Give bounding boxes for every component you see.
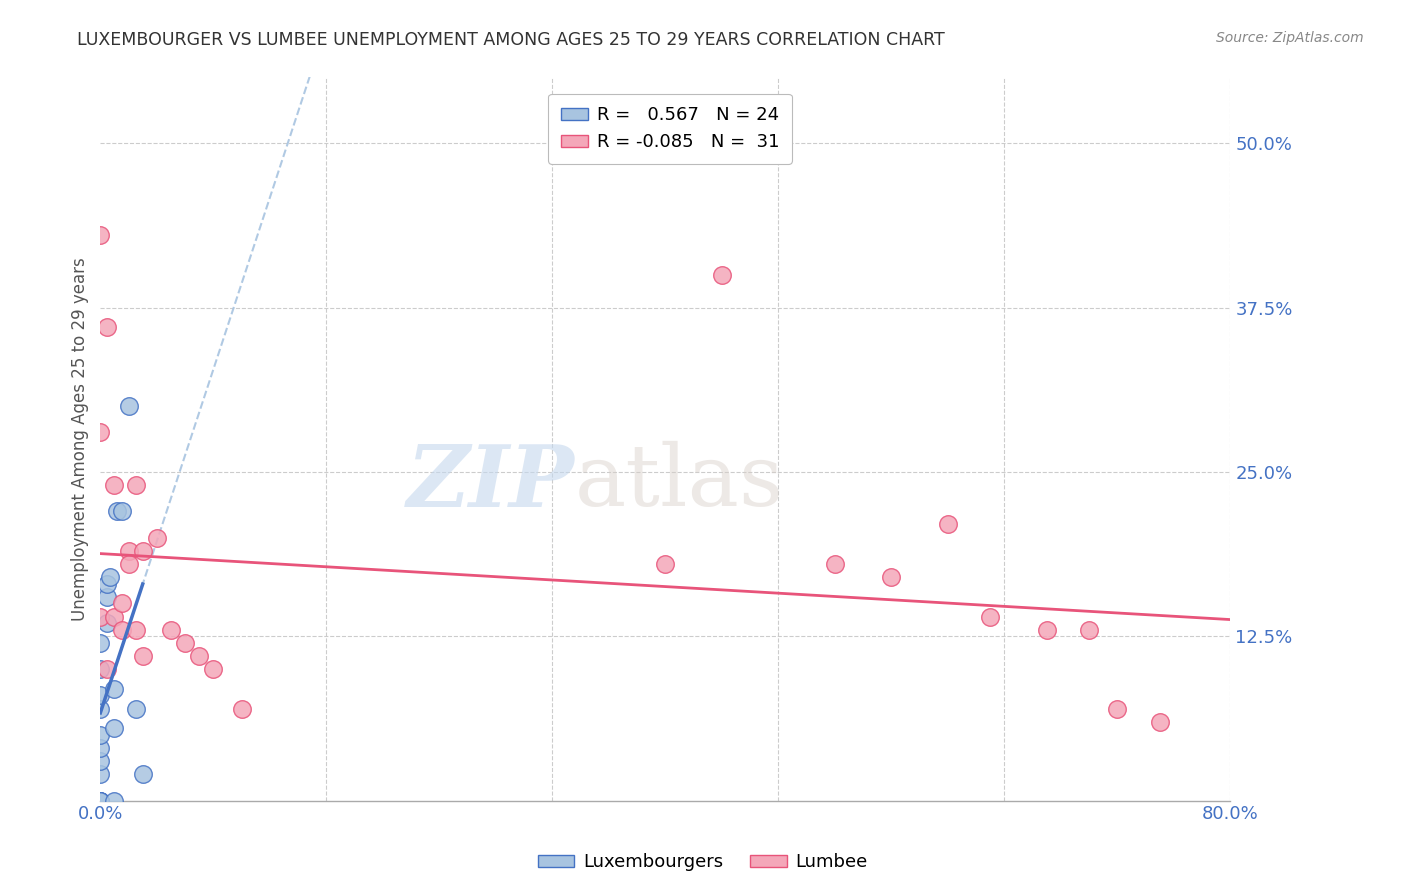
Point <box>105 504 128 518</box>
Point <box>96 662 118 676</box>
Point <box>1078 623 1101 637</box>
Point <box>103 609 125 624</box>
Point <box>880 570 903 584</box>
Point <box>231 701 253 715</box>
Point <box>89 741 111 756</box>
Point <box>1149 714 1171 729</box>
Point <box>824 557 846 571</box>
Point <box>110 504 132 518</box>
Point <box>89 728 111 742</box>
Text: Source: ZipAtlas.com: Source: ZipAtlas.com <box>1216 31 1364 45</box>
Point <box>117 557 139 571</box>
Point <box>132 767 155 781</box>
Point <box>124 478 146 492</box>
Legend: Luxembourgers, Lumbee: Luxembourgers, Lumbee <box>531 847 875 879</box>
Y-axis label: Unemployment Among Ages 25 to 29 years: Unemployment Among Ages 25 to 29 years <box>72 257 89 621</box>
Point <box>174 636 197 650</box>
Point <box>89 662 111 676</box>
Point <box>654 557 676 571</box>
Legend: R =   0.567   N = 24, R = -0.085   N =  31: R = 0.567 N = 24, R = -0.085 N = 31 <box>548 94 792 164</box>
Point <box>110 623 132 637</box>
Point <box>160 623 183 637</box>
Point <box>89 636 111 650</box>
Point <box>979 609 1001 624</box>
Text: LUXEMBOURGER VS LUMBEE UNEMPLOYMENT AMONG AGES 25 TO 29 YEARS CORRELATION CHART: LUXEMBOURGER VS LUMBEE UNEMPLOYMENT AMON… <box>77 31 945 49</box>
Point <box>146 531 169 545</box>
Point <box>710 268 733 282</box>
Point <box>117 399 139 413</box>
Point <box>89 701 111 715</box>
Point <box>1035 623 1057 637</box>
Point <box>936 517 959 532</box>
Point <box>89 794 111 808</box>
Point <box>188 648 211 663</box>
Point <box>124 701 146 715</box>
Point <box>89 794 111 808</box>
Point <box>1107 701 1129 715</box>
Point <box>89 767 111 781</box>
Point <box>89 754 111 768</box>
Point <box>103 478 125 492</box>
Point <box>132 648 155 663</box>
Point <box>103 794 125 808</box>
Point <box>202 662 225 676</box>
Point <box>89 794 111 808</box>
Point <box>110 596 132 610</box>
Text: ZIP: ZIP <box>408 441 575 524</box>
Point <box>96 590 118 604</box>
Point <box>89 609 111 624</box>
Point <box>89 425 111 440</box>
Point <box>117 543 139 558</box>
Point <box>103 681 125 696</box>
Point <box>89 794 111 808</box>
Point <box>98 570 121 584</box>
Point <box>132 543 155 558</box>
Point <box>96 616 118 631</box>
Point <box>89 228 111 243</box>
Point <box>89 689 111 703</box>
Point <box>124 623 146 637</box>
Point <box>96 320 118 334</box>
Text: atlas: atlas <box>575 441 785 524</box>
Point <box>103 721 125 735</box>
Point <box>96 576 118 591</box>
